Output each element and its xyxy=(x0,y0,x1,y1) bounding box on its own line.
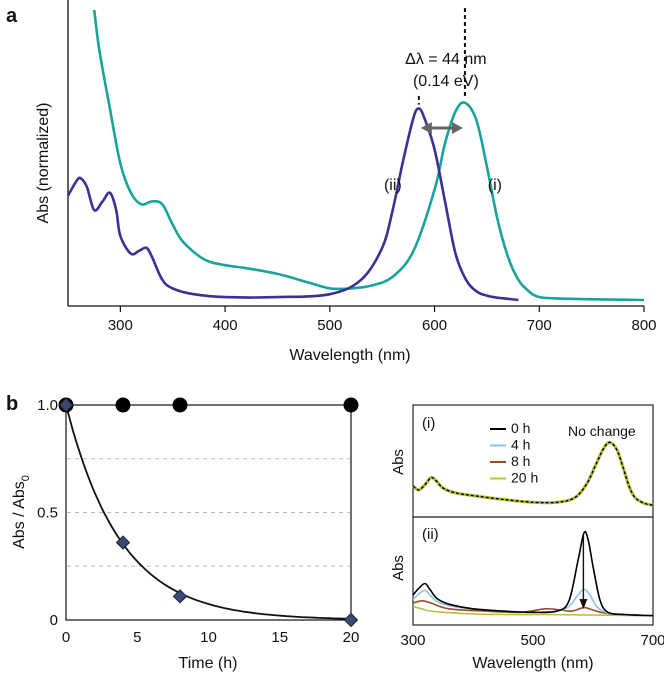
inset-bottom-trace-20h xyxy=(412,605,654,617)
panel-b-y-tick-label: 1.0 xyxy=(37,397,58,414)
panel-b-x-tick-label: 15 xyxy=(271,629,288,646)
inset-legend-label: 8 h xyxy=(511,453,530,469)
inset-bottom-tag: (ii) xyxy=(422,526,439,543)
inset-top-trace-0h xyxy=(412,441,654,506)
inset-decay-arrow-head xyxy=(579,599,588,609)
panel-a-plot: 300 400 500 600 700 800 Δλ = 44 nm (0.14 eV) (i… xyxy=(35,0,657,364)
delta-arrow-head-left xyxy=(420,122,432,134)
delta-energy-label: (0.14 eV) xyxy=(413,73,479,90)
inset-no-change-note: No change xyxy=(568,423,636,439)
panel-b-point-ii xyxy=(115,535,131,550)
panel-b-point-i xyxy=(172,397,188,413)
panel-a-x-tick-label: 700 xyxy=(527,317,552,334)
panel-b-y-label: Abs / Abs0 xyxy=(11,475,32,549)
inset-bottom-frame xyxy=(412,516,654,626)
inset-top-frame xyxy=(412,404,654,518)
panel-b-point-ii xyxy=(172,589,188,604)
panel-a-x-tick-label: 800 xyxy=(631,317,656,334)
delta-lambda-label: Δλ = 44 nm xyxy=(405,51,486,68)
panel-b-y-tick-label: 0.5 xyxy=(37,505,58,522)
panel-a-y-label: Abs (normalized) xyxy=(35,103,52,224)
panel-a-x-tick-label: 600 xyxy=(422,317,447,334)
inset-legend-label: 20 h xyxy=(511,470,538,486)
panel-b-x-tick-label: 10 xyxy=(200,629,217,646)
panel-b-point-i xyxy=(343,397,359,413)
panel-b-point-ii xyxy=(58,397,74,413)
inset-bottom-y-label: Abs xyxy=(390,555,407,581)
curve-i-tag: (i) xyxy=(488,177,502,194)
panel-a-x-tick-label: 400 xyxy=(213,317,238,334)
panel-b-x-tick-label: 0 xyxy=(62,629,70,646)
curve-ii-tag: (ii) xyxy=(384,177,402,194)
inset-bottom-trace-8h xyxy=(412,599,654,617)
panel-b-x-tick-label: 20 xyxy=(343,629,360,646)
panel-b-y-tick-label: 0 xyxy=(50,612,58,629)
panel-b-y-label-main: Abs / Abs xyxy=(11,481,28,549)
panel-a-x-label: Wavelength (nm) xyxy=(289,347,410,364)
curve-ii xyxy=(66,107,519,302)
panel-b-x-tick-label: 5 xyxy=(133,629,141,646)
panel-b-point-ii xyxy=(343,612,359,628)
inset-top-y-label: Abs xyxy=(390,449,407,475)
panel-a-x-tick-label: 500 xyxy=(317,317,342,334)
inset-legend-label: 4 h xyxy=(511,437,530,453)
panel-a-x-tick-label: 300 xyxy=(108,317,133,334)
inset-x-tick-label: 300 xyxy=(400,632,425,649)
curve-i xyxy=(92,9,645,302)
panel-b-x-label: Time (h) xyxy=(179,655,238,672)
inset-x-label: Wavelength (nm) xyxy=(472,655,593,672)
panel-b-y-label-sub: 0 xyxy=(20,475,32,481)
delta-arrow-head-right xyxy=(451,122,463,134)
panel-b-point-i xyxy=(115,397,131,413)
inset-top-tag: (i) xyxy=(422,415,435,432)
inset-x-tick-label: 500 xyxy=(520,632,545,649)
panel-b-inset: 300 500 700 0 h4 h8 h20 h (i) (ii) No chan… xyxy=(390,404,664,672)
panel-b-label: b xyxy=(6,393,18,415)
inset-legend-label: 0 h xyxy=(511,420,530,436)
inset-x-tick-label: 700 xyxy=(640,632,664,649)
panel-b-fit-curve xyxy=(65,404,352,620)
panel-a-label: a xyxy=(6,5,18,27)
inset-bottom-trace-0h xyxy=(412,530,654,617)
panel-b-frame xyxy=(65,404,352,621)
